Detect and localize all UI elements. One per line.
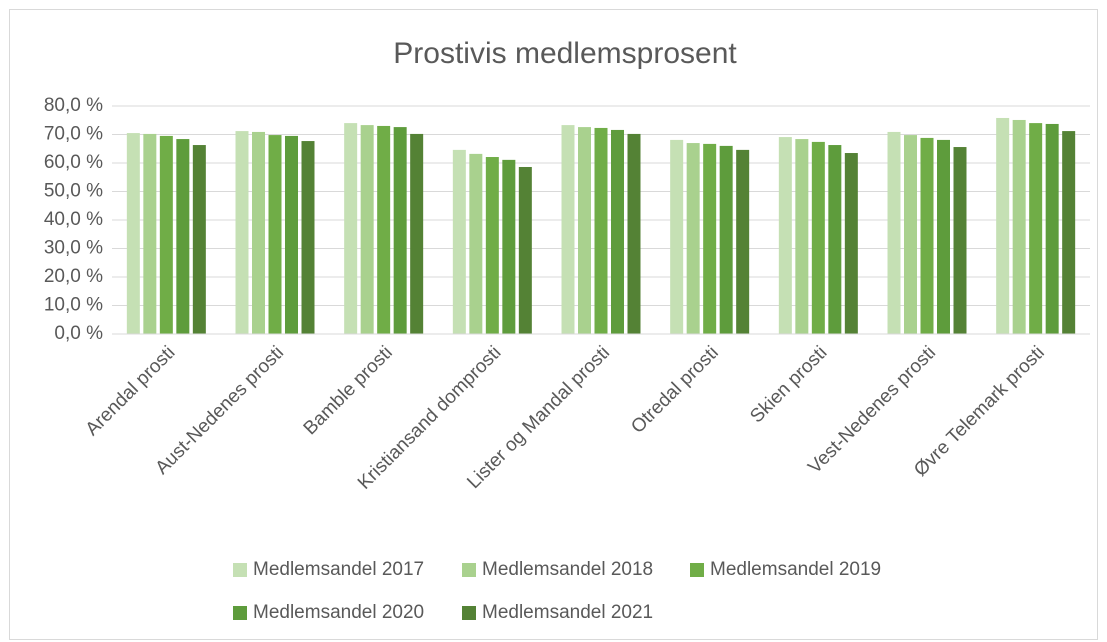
bar <box>887 131 901 334</box>
legend-label: Medlemsandel 2020 <box>253 602 424 623</box>
bar <box>377 125 391 334</box>
bar <box>561 125 575 334</box>
y-tick-label: 50,0 % <box>44 181 103 202</box>
y-tick-label: 80,0 % <box>44 95 103 116</box>
y-tick-label: 70,0 % <box>44 124 103 145</box>
bar <box>452 149 466 334</box>
chart-title: Prostivis medlemsprosent <box>393 37 737 70</box>
legend-label: Medlemsandel 2021 <box>482 602 653 623</box>
bar <box>670 139 684 334</box>
legend-swatch <box>233 606 247 620</box>
bar <box>1012 119 1026 334</box>
bar <box>719 145 733 334</box>
bar <box>686 143 700 334</box>
bar <box>344 123 358 334</box>
bar <box>159 135 173 334</box>
legend-label: Medlemsandel 2019 <box>710 559 881 580</box>
bar <box>360 125 374 334</box>
bar <box>627 133 641 334</box>
bar <box>996 117 1010 334</box>
legend-label: Medlemsandel 2018 <box>482 559 653 580</box>
y-tick-label: 60,0 % <box>44 152 103 173</box>
y-tick-label: 10,0 % <box>44 295 103 316</box>
bar <box>252 131 265 334</box>
bar <box>268 135 282 334</box>
legend-swatch <box>462 606 476 620</box>
bar <box>301 141 315 334</box>
bar <box>1045 123 1059 334</box>
bar <box>126 133 140 334</box>
bar <box>143 133 157 334</box>
y-tick-label: 0,0 % <box>54 323 103 344</box>
legend-swatch <box>233 563 247 577</box>
bar <box>904 135 917 334</box>
bar <box>937 139 950 334</box>
bar <box>285 135 298 334</box>
bar <box>410 133 424 334</box>
bar <box>518 166 532 334</box>
bar <box>393 127 407 334</box>
bar <box>828 145 842 334</box>
bar <box>920 137 934 334</box>
bar <box>811 141 825 334</box>
bar <box>578 127 591 334</box>
y-tick-label: 40,0 % <box>44 209 103 230</box>
y-tick-label: 20,0 % <box>44 266 103 287</box>
bar <box>469 153 483 334</box>
bar <box>502 159 516 334</box>
bar <box>485 157 499 334</box>
legend-swatch <box>462 563 476 577</box>
bar <box>611 129 624 334</box>
bar <box>703 143 717 334</box>
bar <box>778 137 792 334</box>
bar <box>594 127 608 334</box>
bar <box>1029 123 1043 334</box>
bar <box>235 131 249 334</box>
bar <box>953 147 967 334</box>
bar <box>1062 131 1076 334</box>
bar <box>844 153 858 334</box>
bar <box>736 149 750 334</box>
legend-swatch <box>690 563 704 577</box>
y-tick-label: 30,0 % <box>44 238 103 259</box>
bar <box>176 139 190 334</box>
bar <box>192 145 206 334</box>
legend-label: Medlemsandel 2017 <box>253 559 424 580</box>
bar <box>795 139 809 334</box>
